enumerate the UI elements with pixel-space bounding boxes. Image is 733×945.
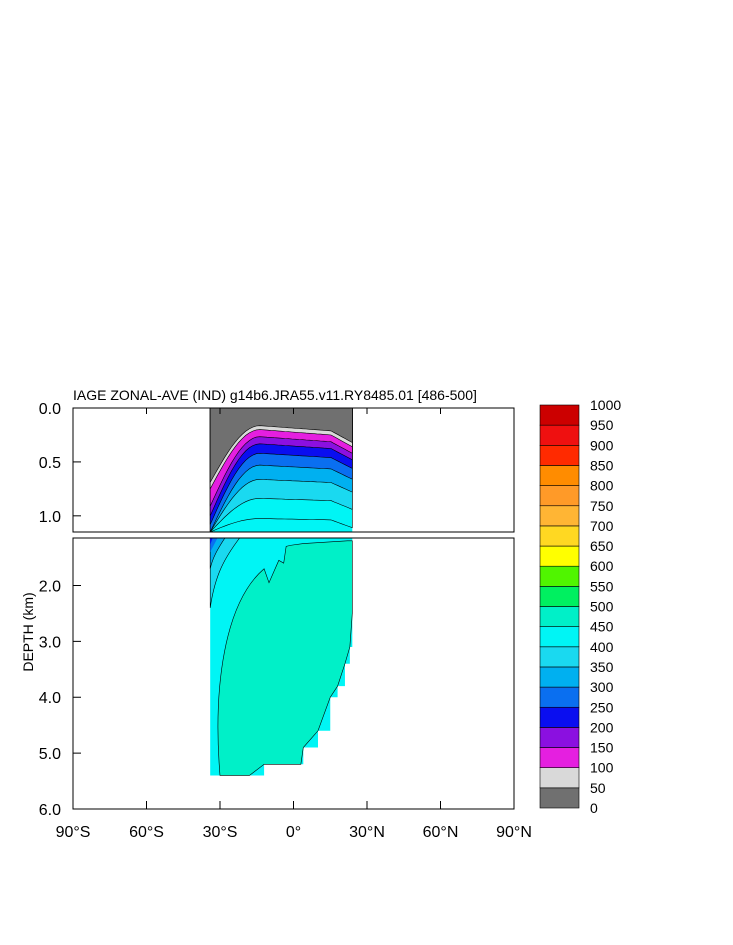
top-panel	[72, 407, 515, 533]
chart-title: IAGE ZONAL-AVE (IND) g14b6.JRA55.v11.RY8…	[73, 387, 477, 403]
axes: 90°S 60°S 30°S 0° 30°N 60°N 90°N 0.0 0.5 1.0 2.0 3.…	[39, 401, 532, 841]
colorbar-swatch-800	[539, 465, 580, 486]
colorbar-label: 350	[590, 659, 614, 675]
colorbar-swatch-850	[539, 444, 580, 466]
colorbar-label: 900	[590, 437, 614, 453]
y-tick-label: 3.0	[39, 634, 61, 651]
colorbar-label: 500	[590, 599, 614, 615]
colorbar-swatch-450	[539, 606, 580, 627]
colorbar-label: 750	[590, 498, 614, 514]
y-tick-label: 4.0	[39, 690, 61, 707]
colorbar-swatch-0	[539, 787, 580, 809]
colorbar-label: 950	[590, 417, 614, 433]
deep-band-level-350	[209, 538, 240, 608]
colorbar-label: 650	[590, 538, 614, 554]
colorbar-swatch-150	[539, 727, 580, 748]
y-axis-label: DEPTH (km)	[20, 592, 36, 671]
colorbar-swatch-350	[539, 646, 580, 668]
colorbar-label: 250	[590, 699, 614, 715]
colorbar-swatch-200	[539, 706, 580, 728]
colorbar: 0 50 100 150 200 250 300 350 400 450 500 550 600 650 7…	[539, 397, 621, 816]
colorbar-label: 300	[590, 679, 614, 695]
colorbar-label: 400	[590, 639, 614, 655]
colorbar-swatch-500	[539, 586, 580, 607]
y-tick-label: 1.0	[39, 509, 61, 526]
x-tick-label: 30°S	[203, 824, 238, 841]
colorbar-swatch-950	[539, 404, 580, 426]
x-tick-label: 60°S	[129, 824, 164, 841]
x-tick-label: 0°	[286, 824, 301, 841]
colorbar-swatch-700	[539, 505, 580, 527]
colorbar-swatch-600	[539, 545, 580, 567]
colorbar-label: 550	[590, 578, 614, 594]
colorbar-swatch-400	[539, 626, 580, 648]
band-level-0	[209, 408, 353, 484]
y-tick-label: 0.0	[39, 401, 61, 418]
colorbar-swatch-50	[539, 767, 580, 789]
colorbar-label: 800	[590, 478, 614, 494]
colorbar-swatch-900	[539, 424, 580, 446]
x-tick-label: 30°N	[349, 824, 385, 841]
colorbar-label: 450	[590, 619, 614, 635]
x-tick-label: 90°S	[56, 824, 91, 841]
colorbar-label: 200	[590, 719, 614, 735]
colorbar-label: 700	[590, 518, 614, 534]
x-tick-label: 60°N	[423, 824, 459, 841]
colorbar-label: 100	[590, 760, 614, 776]
colorbar-label: 0	[590, 800, 598, 816]
y-tick-label: 5.0	[39, 746, 61, 763]
colorbar-swatch-250	[539, 686, 580, 708]
deep-band-level-250	[210, 538, 218, 552]
bottom-panel	[72, 537, 515, 810]
deep-band-level-200	[210, 538, 213, 545]
colorbar-label: 850	[590, 457, 614, 473]
colorbar-label: 600	[590, 558, 614, 574]
colorbar-label: 150	[590, 740, 614, 756]
y-tick-label: 6.0	[39, 802, 61, 819]
y-tick-label: 2.0	[39, 578, 61, 595]
x-tick-label: 90°N	[496, 824, 532, 841]
colorbar-label: 1000	[590, 397, 621, 413]
y-tick-label: 0.5	[39, 455, 61, 472]
colorbar-swatch-100	[539, 747, 580, 768]
colorbar-swatch-650	[539, 525, 580, 547]
colorbar-swatch-550	[539, 565, 580, 587]
colorbar-label: 50	[590, 780, 606, 796]
colorbar-swatch-750	[539, 485, 580, 507]
deep-region-level-450	[217, 540, 353, 776]
colorbar-swatch-300	[539, 666, 580, 688]
